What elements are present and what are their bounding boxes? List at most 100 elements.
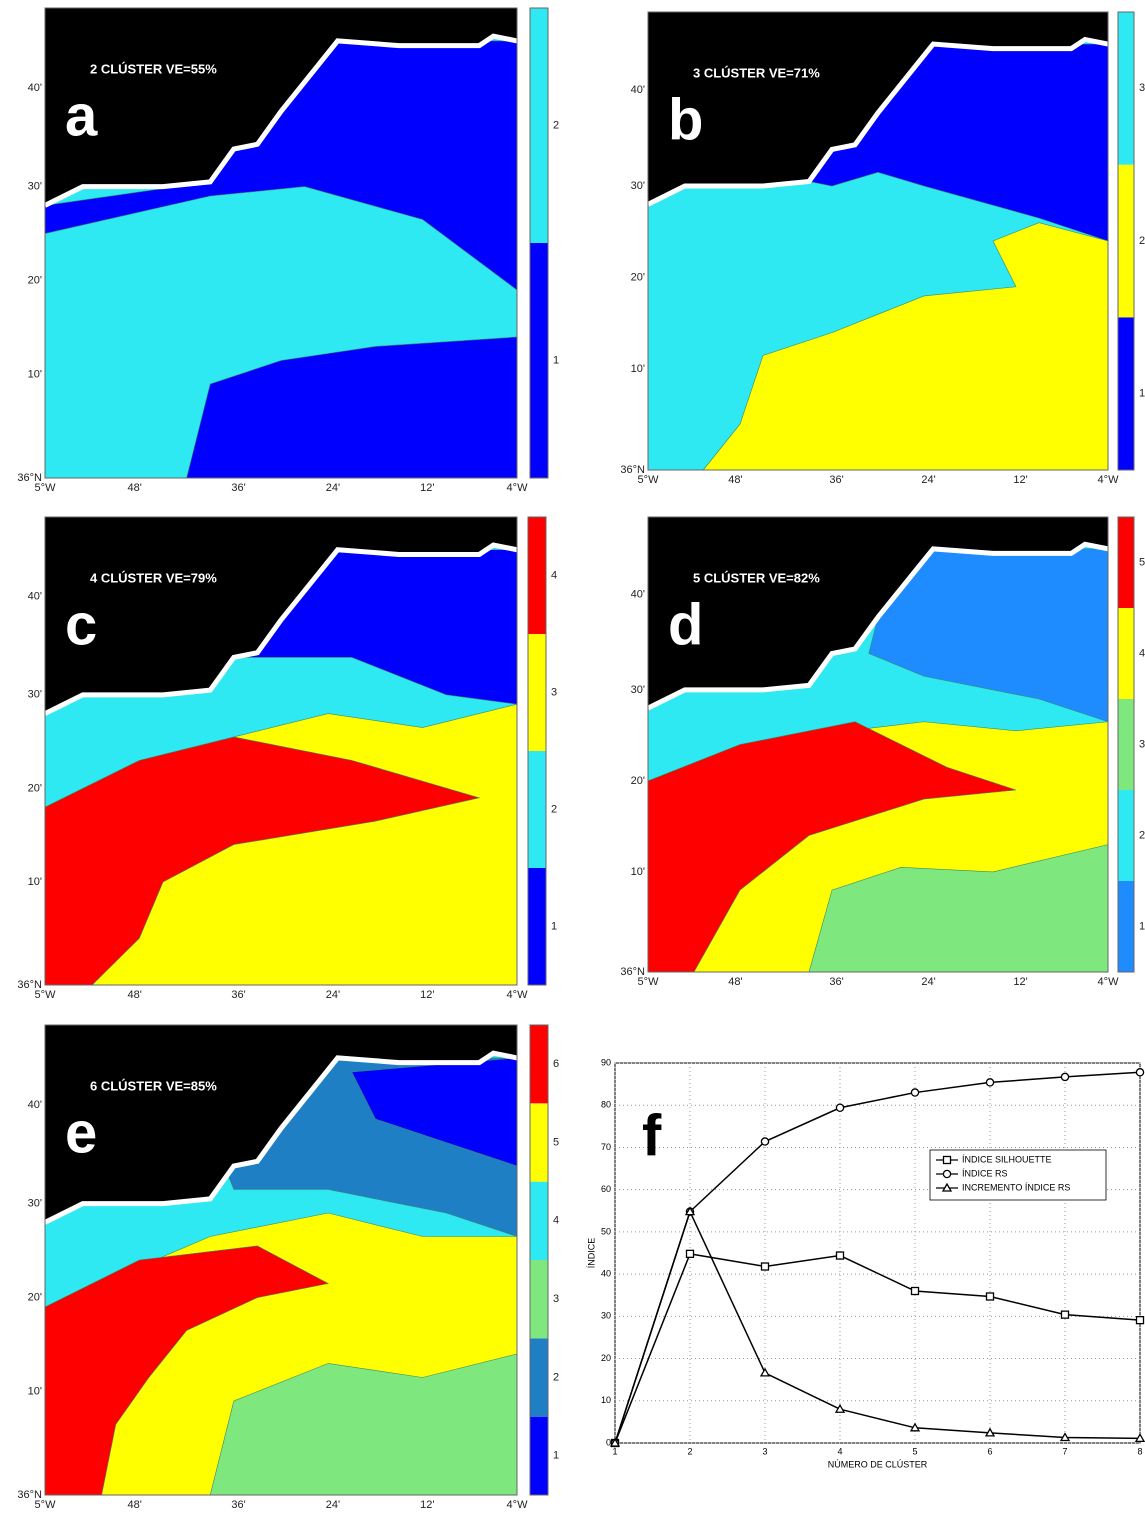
marker — [984, 1427, 996, 1437]
colorbar-tick-label: 4 — [553, 1215, 559, 1227]
land — [648, 12, 1108, 205]
x-tick-label: 12' — [420, 989, 434, 1001]
x-tick-label: 5 — [912, 1446, 917, 1456]
legend: ÍNDICE SILHOUETTE ÍNDICE RS INCREMENTO ÍND… — [929, 1149, 1107, 1201]
colorbar-tick-label: 1 — [1139, 920, 1145, 932]
colorbar-frame — [527, 516, 547, 986]
x-tick-label: 24' — [326, 989, 340, 1001]
colorbar-tick-label: 2 — [551, 803, 557, 815]
colorbar-frame — [1117, 516, 1135, 973]
legend-label: ÍNDICE SILHOUETTE — [962, 1154, 1052, 1164]
x-tick-label: 48' — [128, 482, 142, 494]
colorbar-segment — [528, 517, 546, 634]
colorbar-segment — [1118, 790, 1134, 881]
y-tick-label: 30' — [28, 1198, 42, 1210]
x-tick-label: 48' — [128, 1499, 142, 1511]
y-tick-label: 50 — [601, 1226, 611, 1236]
x-tick-label: 5°W — [638, 474, 660, 486]
x-tick-label: 24' — [921, 976, 935, 988]
y-tick-label: 30' — [28, 181, 42, 193]
x-tick-label: 36' — [231, 989, 245, 1001]
land — [648, 517, 1108, 709]
colorbar-tick-label: 1 — [1139, 388, 1145, 400]
map-panel: 4 CLÚSTER VE=79% c 5°W 48' 36' 24' 12' 4°W 40' 30… — [17, 516, 557, 1001]
series-line — [614, 1252, 1141, 1444]
y-tick-label: 10 — [601, 1395, 611, 1405]
legend-label: INCREMENTO ÍNDICE RS — [962, 1182, 1070, 1192]
marker — [1059, 1432, 1071, 1442]
x-tick-label: 5°W — [638, 976, 660, 988]
y-tick-label: 10' — [28, 876, 42, 888]
x-tick-label: 36' — [231, 1499, 245, 1511]
panel-letter: f — [642, 1103, 662, 1168]
series-line — [614, 1209, 1141, 1444]
y-tick-label: 90 — [601, 1057, 611, 1067]
colorbar-segment — [530, 1416, 548, 1495]
map-frame — [44, 7, 518, 479]
colorbar-tick-label: 2 — [553, 119, 559, 131]
y-tick-label: 40' — [28, 590, 42, 602]
colorbar-segment — [530, 1338, 548, 1417]
colorbar-segment — [1118, 317, 1134, 470]
y-tick-label: 36°N — [17, 1489, 42, 1501]
panel-title: 5 CLÚSTER VE=82% — [693, 570, 820, 585]
y-tick-label: 70 — [601, 1142, 611, 1152]
y-axis-label: ÍNDICE — [586, 1238, 596, 1269]
land — [45, 8, 517, 206]
y-tick-label: 20' — [28, 782, 42, 794]
y-tick-label: 20' — [631, 272, 645, 284]
map-frame — [647, 11, 1109, 471]
marker — [985, 1078, 995, 1087]
colorbar-tick-label: 2 — [1139, 829, 1145, 841]
cluster-region — [351, 1057, 518, 1167]
panel-letter: d — [668, 592, 703, 657]
marker — [684, 1206, 696, 1216]
map-panel: 6 CLÚSTER VE=85% e 5°W 48' 36' 24' 12' 4°W 40' 30… — [17, 1024, 559, 1511]
y-tick-label: 40' — [28, 1099, 42, 1111]
colorbar-segment — [1118, 12, 1134, 165]
coastline — [43, 1050, 518, 1225]
marker — [942, 1155, 952, 1165]
map-frame — [44, 1024, 518, 1496]
y-tick-label: 10' — [28, 369, 42, 381]
coastline — [646, 36, 1109, 207]
x-tick-label: 48' — [128, 989, 142, 1001]
land — [45, 517, 517, 714]
colorbar-segment — [530, 1181, 548, 1260]
line-chart: 0 10 20 30 40 50 60 70 80 90 1 2 3 4 5 6 7 8 NÚMERO DE CLÚ… — [586, 1057, 1145, 1469]
x-tick-label: 2 — [687, 1446, 692, 1456]
x-tick-label: 24' — [326, 1499, 340, 1511]
x-tick-label: 36' — [829, 976, 843, 988]
marker — [1060, 1310, 1070, 1319]
x-tick-label: 12' — [1013, 474, 1027, 486]
y-tick-label: 36°N — [620, 966, 645, 978]
y-tick-label: 10' — [631, 866, 645, 878]
y-tick-label: 40' — [28, 82, 42, 94]
colorbar-tick-label: 2 — [553, 1371, 559, 1383]
plot-area — [614, 1062, 1141, 1444]
colorbar-tick-label: 3 — [551, 686, 557, 698]
panel-letter: a — [65, 83, 98, 148]
marker — [835, 1103, 845, 1113]
colorbar-segment — [528, 868, 546, 985]
marker — [942, 1169, 952, 1179]
panel-title: 2 CLÚSTER VE=55% — [90, 61, 217, 76]
y-tick-label: 20' — [28, 1292, 42, 1304]
colorbar-segment — [530, 1025, 548, 1104]
x-tick-label: 4 — [837, 1446, 842, 1456]
x-tick-label: 24' — [326, 482, 340, 494]
marker — [910, 1088, 920, 1097]
y-tick-label: 30' — [631, 180, 645, 192]
y-tick-label: 36°N — [17, 472, 42, 484]
marker — [760, 1137, 770, 1146]
colorbar-tick-label: 3 — [1139, 738, 1145, 750]
colorbar-frame — [529, 7, 549, 479]
marker — [1135, 1068, 1145, 1077]
colorbar-tick-label: 4 — [551, 569, 557, 581]
colorbar-tick-label: 3 — [553, 1293, 559, 1305]
marker — [834, 1403, 846, 1413]
x-tick-label: 24' — [921, 474, 935, 486]
y-tick-label: 30 — [601, 1311, 611, 1321]
legend-box — [929, 1149, 1107, 1201]
